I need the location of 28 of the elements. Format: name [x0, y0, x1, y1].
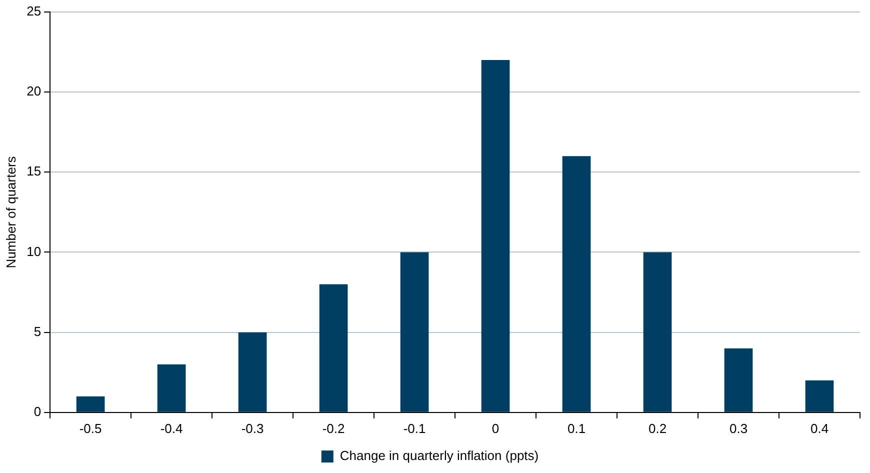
bar [643, 252, 672, 412]
bar [562, 156, 591, 412]
y-tick-label: 25 [26, 4, 42, 19]
bar [238, 332, 267, 412]
x-tick-label: -0.4 [160, 420, 183, 436]
x-tick-label: -0.2 [322, 420, 345, 436]
legend-label: Change in quarterly inflation (ppts) [340, 448, 539, 464]
bar [76, 396, 105, 412]
bar [805, 380, 834, 412]
x-tick-label: 0 [492, 420, 500, 436]
bar [400, 252, 429, 412]
x-tick-label: -0.3 [241, 420, 264, 436]
x-tick-label: -0.1 [403, 420, 426, 436]
y-axis-title: Number of quarters [3, 156, 18, 268]
bar [724, 348, 753, 412]
bar [319, 284, 348, 412]
bar [481, 60, 510, 412]
y-tick-label: 10 [26, 244, 42, 259]
x-tick-label: 0.4 [810, 420, 829, 436]
y-tick-label: 20 [26, 84, 42, 99]
y-tick-label: 15 [26, 164, 42, 179]
x-tick-label: 0.2 [648, 420, 667, 436]
bar [157, 364, 186, 412]
x-tick-label: 0.1 [567, 420, 586, 436]
x-tick-label: -0.5 [79, 420, 102, 436]
y-tick-label: 0 [34, 404, 42, 419]
x-tick-label: 0.3 [729, 420, 748, 436]
y-tick-label: 5 [34, 324, 42, 339]
